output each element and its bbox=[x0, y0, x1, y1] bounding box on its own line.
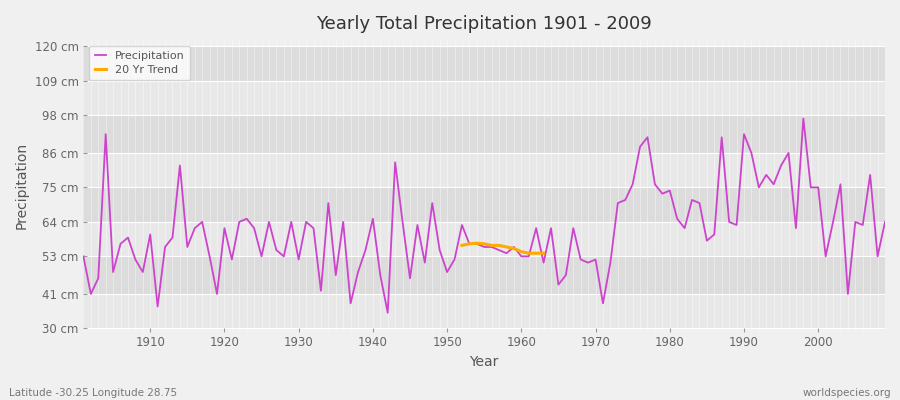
Bar bbox=[84, 81, 885, 115]
20 Yr Trend bbox=[486, 243, 497, 248]
Precipitation bbox=[879, 220, 890, 224]
20 Yr Trend bbox=[531, 251, 542, 256]
20 Yr Trend bbox=[472, 241, 482, 246]
Precipitation bbox=[798, 116, 809, 121]
Line: 20 Yr Trend: 20 Yr Trend bbox=[462, 243, 544, 253]
20 Yr Trend bbox=[501, 244, 512, 249]
Title: Yearly Total Precipitation 1901 - 2009: Yearly Total Precipitation 1901 - 2009 bbox=[316, 15, 652, 33]
Bar bbox=[84, 188, 885, 222]
20 Yr Trend bbox=[516, 249, 526, 254]
Bar bbox=[84, 153, 885, 188]
Text: Latitude -30.25 Longitude 28.75: Latitude -30.25 Longitude 28.75 bbox=[9, 388, 177, 398]
Precipitation bbox=[523, 254, 534, 259]
Precipitation bbox=[612, 201, 623, 206]
Precipitation bbox=[516, 254, 526, 259]
20 Yr Trend bbox=[538, 251, 549, 256]
Line: Precipitation: Precipitation bbox=[84, 118, 885, 313]
20 Yr Trend bbox=[479, 242, 490, 246]
20 Yr Trend bbox=[523, 251, 534, 256]
20 Yr Trend bbox=[508, 246, 519, 251]
Bar bbox=[84, 46, 885, 81]
Precipitation bbox=[301, 220, 311, 224]
20 Yr Trend bbox=[494, 243, 505, 248]
20 Yr Trend bbox=[464, 242, 475, 246]
Bar bbox=[84, 256, 885, 294]
Precipitation bbox=[346, 301, 356, 306]
Bar bbox=[84, 294, 885, 328]
Bar bbox=[84, 115, 885, 153]
Y-axis label: Precipitation: Precipitation bbox=[15, 142, 29, 230]
Bar bbox=[84, 222, 885, 256]
20 Yr Trend bbox=[456, 243, 467, 248]
Precipitation bbox=[382, 310, 393, 315]
Text: worldspecies.org: worldspecies.org bbox=[803, 388, 891, 398]
Legend: Precipitation, 20 Yr Trend: Precipitation, 20 Yr Trend bbox=[89, 46, 190, 80]
X-axis label: Year: Year bbox=[470, 355, 499, 369]
Precipitation bbox=[78, 254, 89, 259]
Precipitation bbox=[138, 270, 148, 274]
